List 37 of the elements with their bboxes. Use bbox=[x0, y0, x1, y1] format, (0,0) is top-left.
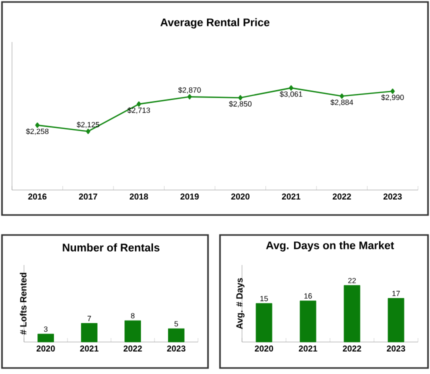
x-tick-label: 2023 bbox=[167, 346, 186, 352]
point bbox=[136, 101, 142, 107]
x-tick-label: 2019 bbox=[180, 194, 199, 200]
x-tick-label: 2023 bbox=[386, 346, 406, 352]
chart-title: Number of Rentals bbox=[62, 243, 160, 252]
bar bbox=[168, 328, 184, 342]
point bbox=[340, 93, 344, 99]
chart-title: Average Rental Price bbox=[160, 18, 270, 28]
bar bbox=[388, 298, 404, 342]
x-tick-label: 2022 bbox=[342, 346, 362, 352]
x-tick-label: 2022 bbox=[332, 194, 351, 200]
point bbox=[35, 122, 40, 128]
bar bbox=[300, 300, 316, 342]
bar bbox=[81, 323, 98, 342]
y-axis-title: # Lofts Rented bbox=[20, 272, 26, 335]
x-tick-label: 2017 bbox=[78, 194, 98, 200]
point bbox=[288, 85, 294, 91]
y-axis-title: Avg. # Days bbox=[236, 278, 244, 330]
point bbox=[86, 128, 90, 134]
x-tick-label: 2021 bbox=[282, 194, 300, 200]
x-tick-label: 2020 bbox=[36, 346, 55, 352]
x-tick-label: 2021 bbox=[298, 346, 318, 352]
bar bbox=[38, 334, 54, 342]
chart-title: Avg. Days on the Market bbox=[266, 241, 394, 252]
point bbox=[390, 88, 395, 94]
point bbox=[238, 95, 243, 100]
x-tick-label: 2020 bbox=[231, 194, 250, 200]
bar bbox=[256, 303, 272, 342]
x-tick-label: 2023 bbox=[383, 194, 402, 200]
x-tick-label: 2018 bbox=[130, 194, 148, 200]
bar bbox=[124, 320, 141, 342]
x-tick-label: 2021 bbox=[80, 346, 98, 352]
x-tick-label: 2022 bbox=[124, 346, 142, 352]
bar bbox=[344, 285, 360, 342]
x-tick-label: 2016 bbox=[28, 194, 47, 200]
x-tick-label: 2020 bbox=[254, 346, 274, 352]
point bbox=[187, 94, 192, 100]
